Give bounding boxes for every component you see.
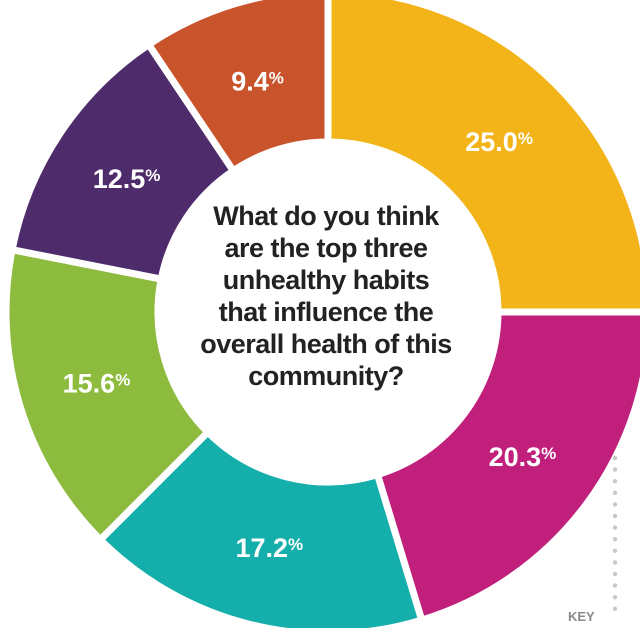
donut-slice-0 bbox=[324, 0, 640, 316]
slice-label-2: 17.2% bbox=[235, 533, 303, 563]
slice-label-0: 25.0% bbox=[465, 127, 533, 157]
key-dot bbox=[612, 525, 618, 530]
key-dot bbox=[612, 537, 618, 542]
key-dot bbox=[612, 479, 618, 484]
key-dot bbox=[612, 502, 618, 507]
key-dot bbox=[612, 583, 618, 588]
key-dot bbox=[612, 595, 618, 600]
key-dot bbox=[612, 571, 618, 577]
donut-slice-1 bbox=[373, 308, 640, 625]
key-dot bbox=[612, 490, 618, 495]
key-dot bbox=[612, 560, 618, 565]
key-dot bbox=[612, 513, 618, 519]
slice-label-1: 20.3% bbox=[489, 442, 557, 472]
chart-title: What do you think are the top three unhe… bbox=[200, 201, 452, 391]
key-dotted-line bbox=[612, 455, 618, 611]
key-dot bbox=[612, 455, 618, 461]
donut-slice-3 bbox=[2, 245, 213, 545]
donut-slice-2 bbox=[95, 427, 427, 628]
donut-slice-5 bbox=[143, 0, 332, 176]
key-dot bbox=[612, 467, 618, 472]
donut-labels: 25.0% 20.3% 17.2% 15.6% 12.5% 9.4% bbox=[63, 66, 557, 562]
slice-label-3: 15.6% bbox=[63, 368, 131, 398]
key-label[interactable]: KEY bbox=[568, 609, 595, 624]
slice-label-5: 9.4% bbox=[231, 66, 284, 96]
key-dot bbox=[612, 606, 618, 611]
slice-label-4: 12.5% bbox=[93, 164, 161, 194]
key-dot bbox=[612, 548, 618, 553]
